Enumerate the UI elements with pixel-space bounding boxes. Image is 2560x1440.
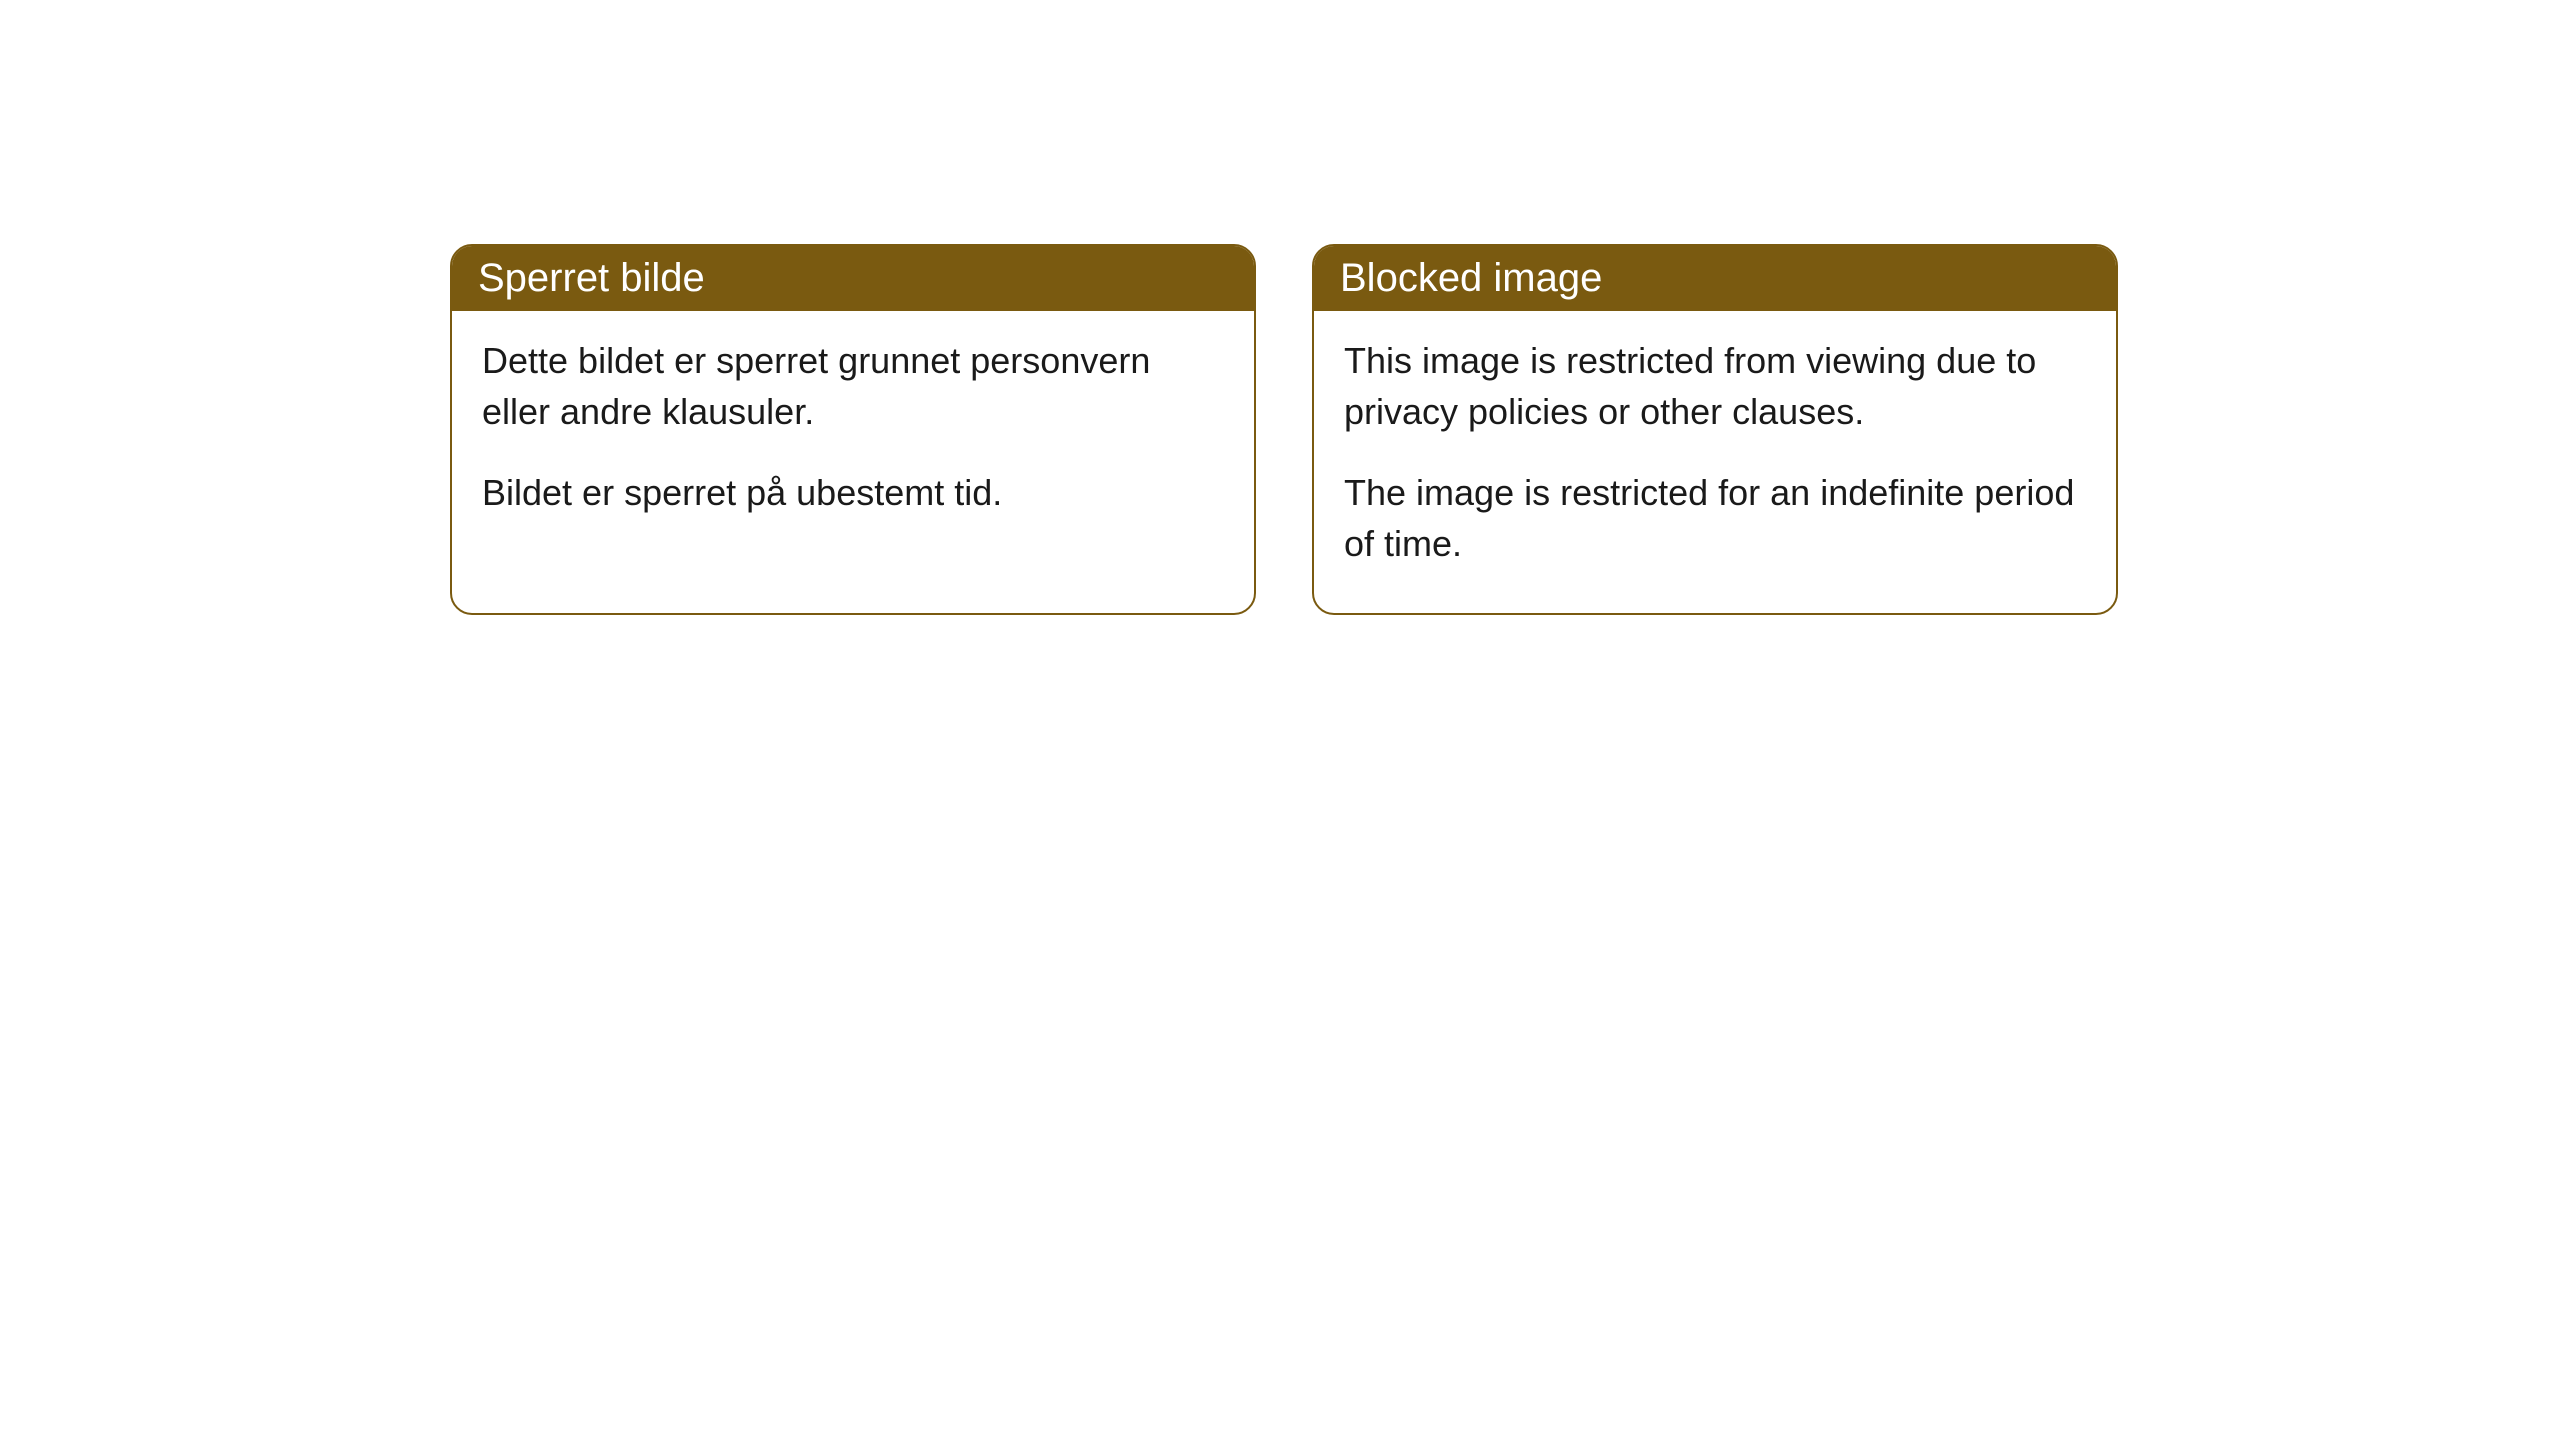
card-title: Blocked image [1340, 256, 1602, 300]
card-paragraph: Dette bildet er sperret grunnet personve… [482, 335, 1224, 437]
card-paragraph: Bildet er sperret på ubestemt tid. [482, 467, 1224, 518]
card-header: Sperret bilde [452, 246, 1254, 311]
notice-card-english: Blocked image This image is restricted f… [1312, 244, 2118, 615]
card-body: This image is restricted from viewing du… [1314, 311, 2116, 613]
notice-cards-container: Sperret bilde Dette bildet er sperret gr… [0, 0, 2560, 615]
card-paragraph: This image is restricted from viewing du… [1344, 335, 2086, 437]
card-body: Dette bildet er sperret grunnet personve… [452, 311, 1254, 562]
card-paragraph: The image is restricted for an indefinit… [1344, 467, 2086, 569]
card-title: Sperret bilde [478, 256, 705, 300]
notice-card-norwegian: Sperret bilde Dette bildet er sperret gr… [450, 244, 1256, 615]
card-header: Blocked image [1314, 246, 2116, 311]
